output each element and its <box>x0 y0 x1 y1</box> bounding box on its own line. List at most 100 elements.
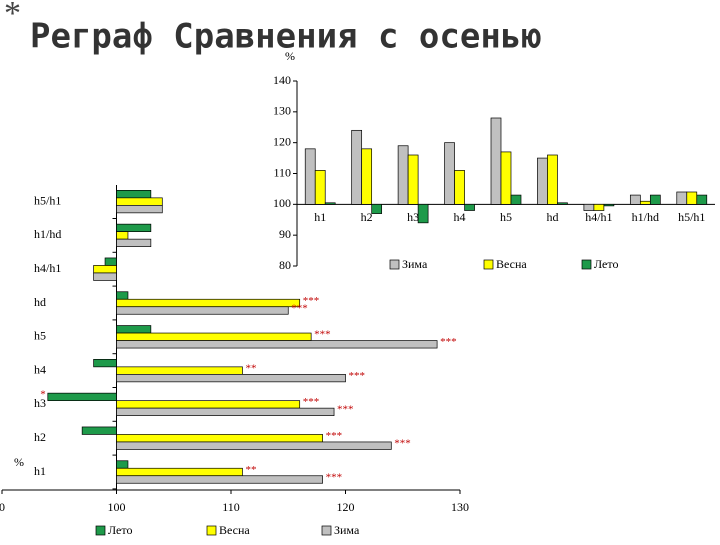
y-tick-label: 120 <box>273 134 291 148</box>
bar <box>116 340 438 349</box>
bar <box>116 291 129 300</box>
bar <box>557 202 568 205</box>
legend-swatch <box>389 259 400 270</box>
bar <box>490 117 502 205</box>
legend-label: Лето <box>108 523 132 537</box>
y-tick-label: 130 <box>273 104 291 118</box>
x-tick-label: h2 <box>361 210 373 224</box>
x-tick-label: hd <box>546 210 558 224</box>
y-tick-label: h1/hd <box>34 227 61 241</box>
significance-mark: *** <box>337 404 354 416</box>
bar <box>629 194 641 205</box>
bar <box>639 200 651 205</box>
bar <box>351 129 363 205</box>
bar <box>500 151 512 205</box>
x-tick-label: 0 <box>0 500 5 514</box>
y-tick-label: h5 <box>34 329 46 343</box>
bar <box>304 148 316 205</box>
y-tick-label: h2 <box>34 430 46 444</box>
y-tick-label: 140 <box>273 73 291 87</box>
x-tick-label: h3 <box>407 210 419 224</box>
significance-mark: *** <box>291 302 308 314</box>
y-tick-label: h4/h1 <box>34 261 61 275</box>
bar <box>537 157 548 205</box>
x-tick-label: h5/h1 <box>678 210 705 224</box>
x-axis-label: % <box>14 455 24 469</box>
significance-mark: *** <box>303 396 320 408</box>
bar <box>116 407 335 416</box>
x-tick-label: 100 <box>108 500 126 514</box>
significance-mark: ** <box>245 464 256 476</box>
legend-label: Зима <box>402 257 428 271</box>
bar <box>116 205 163 214</box>
bar <box>593 203 605 211</box>
bar <box>116 332 312 341</box>
bar <box>324 202 336 205</box>
legend-label: Весна <box>496 257 527 271</box>
legend-label: Весна <box>219 523 250 537</box>
significance-mark: *** <box>440 336 457 348</box>
bar <box>696 194 708 205</box>
bar <box>510 194 522 205</box>
bar <box>116 374 346 383</box>
x-tick-label: h4/h1 <box>585 210 612 224</box>
bar <box>116 475 323 484</box>
y-tick-label: hd <box>34 295 46 309</box>
legend-label: Зима <box>334 523 360 537</box>
bar <box>81 426 117 435</box>
bar <box>116 231 129 240</box>
bar <box>116 434 323 443</box>
significance-mark: * <box>40 389 46 401</box>
bar <box>314 170 326 205</box>
bar <box>47 392 117 401</box>
y-tick-label: 100 <box>273 196 291 210</box>
bar <box>116 325 152 334</box>
bar <box>116 441 392 450</box>
bar <box>93 265 117 274</box>
legend-swatch <box>581 259 592 270</box>
significance-mark: *** <box>326 430 343 442</box>
bar <box>116 190 152 199</box>
x-tick-label: 110 <box>222 500 240 514</box>
bar <box>417 203 429 224</box>
y-axis-label: % <box>285 49 295 63</box>
bar <box>407 154 419 205</box>
bar <box>686 191 698 205</box>
bar <box>116 197 163 206</box>
bar <box>116 400 301 409</box>
bar <box>444 142 455 205</box>
bar <box>116 238 152 247</box>
legend-swatch <box>483 259 494 270</box>
significance-mark: *** <box>394 437 411 449</box>
bar <box>116 460 129 469</box>
bar <box>603 203 615 207</box>
bar <box>464 203 475 211</box>
x-tick-label: h4 <box>454 210 466 224</box>
significance-mark: *** <box>303 295 320 307</box>
bullet: * <box>4 0 21 32</box>
bar <box>116 306 289 315</box>
bar <box>116 223 152 232</box>
legend-swatch <box>321 525 332 536</box>
x-tick-label: h5 <box>500 210 512 224</box>
significance-mark: *** <box>314 329 331 341</box>
bar <box>116 366 243 375</box>
y-tick-label: h5/h1 <box>34 193 61 207</box>
y-tick-label: 80 <box>279 258 291 272</box>
title: Реграф Сравнения с осенью <box>30 17 542 57</box>
bar <box>547 154 558 205</box>
bar <box>676 191 688 205</box>
y-tick-label: h1 <box>34 464 46 478</box>
bar <box>454 170 465 205</box>
bar <box>649 194 661 205</box>
bar <box>116 298 301 308</box>
bar <box>93 272 117 281</box>
significance-mark: *** <box>326 471 343 483</box>
bar <box>371 203 383 214</box>
y-tick-label: 90 <box>279 227 291 241</box>
legend-swatch <box>95 525 106 536</box>
bar <box>93 359 117 368</box>
significance-mark: ** <box>245 362 256 374</box>
legend-label: Лето <box>594 257 618 271</box>
